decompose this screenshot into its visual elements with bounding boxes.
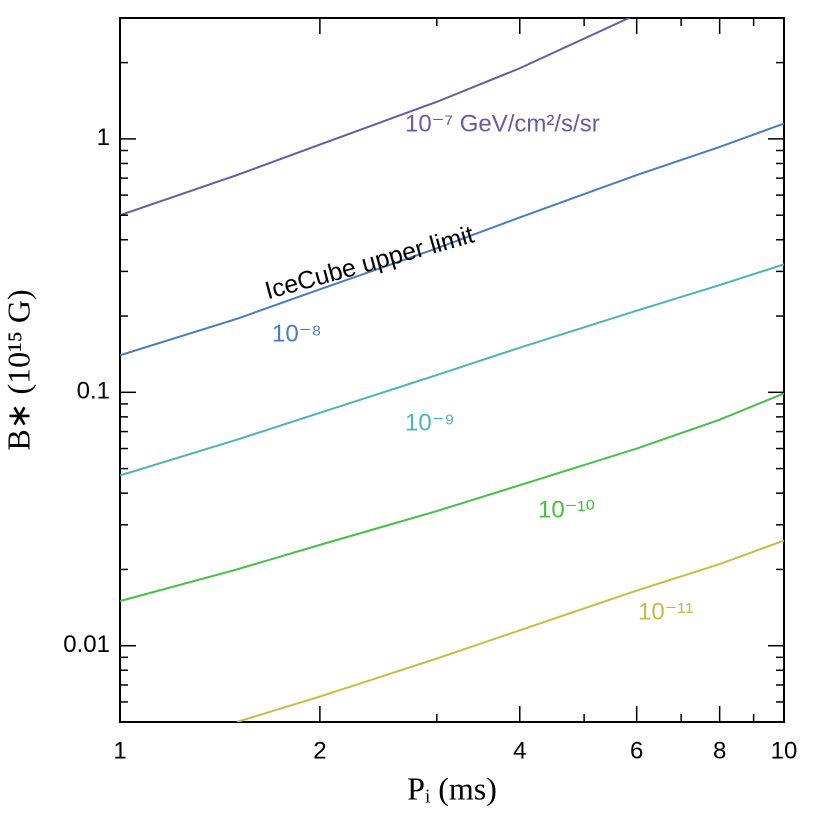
x-tick-label: 10 <box>771 737 798 764</box>
x-axis-label: Pᵢ (ms) <box>407 770 497 806</box>
x-tick-label: 6 <box>630 737 643 764</box>
plot-area <box>120 18 784 722</box>
annotation: IceCube upper limit <box>262 221 477 306</box>
y-tick-label: 0.01 <box>63 631 110 658</box>
y-axis-label: B∗ (10¹⁵ G) <box>0 289 36 450</box>
series-label: 10⁻⁷ GeV/cm²/s/sr <box>405 110 600 137</box>
series-line <box>120 263 784 477</box>
x-tick-label: 2 <box>313 737 326 764</box>
series-line <box>120 392 784 603</box>
series-label: 10⁻⁸ <box>272 320 322 347</box>
x-tick-label: 8 <box>713 737 726 764</box>
y-tick-label: 1 <box>97 124 110 151</box>
series-label: 10⁻¹¹ <box>638 598 693 625</box>
series-label: 10⁻¹⁰ <box>538 496 595 523</box>
y-tick-label: 0.1 <box>77 378 110 405</box>
series-line <box>120 18 632 217</box>
x-tick-label: 1 <box>113 737 126 764</box>
series-line <box>120 122 784 357</box>
plot-frame <box>119 17 785 723</box>
x-tick-label: 4 <box>513 737 526 764</box>
series-line <box>236 539 784 722</box>
series-label: 10⁻⁹ <box>405 409 455 436</box>
